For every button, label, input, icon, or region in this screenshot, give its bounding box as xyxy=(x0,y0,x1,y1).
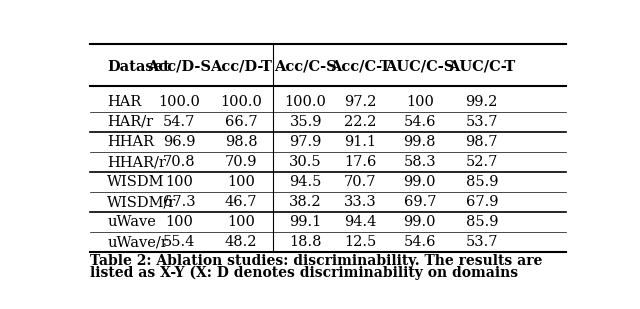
Text: 100: 100 xyxy=(165,175,193,189)
Text: 99.0: 99.0 xyxy=(403,215,436,229)
Text: AUC/C-S: AUC/C-S xyxy=(385,60,454,74)
Text: 85.9: 85.9 xyxy=(465,175,498,189)
Text: 35.9: 35.9 xyxy=(289,115,322,129)
Text: 48.2: 48.2 xyxy=(225,235,257,249)
Text: Acc/D-S: Acc/D-S xyxy=(147,60,211,74)
Text: 100.0: 100.0 xyxy=(285,95,326,109)
Text: HAR/r: HAR/r xyxy=(108,115,154,129)
Text: AUC/C-T: AUC/C-T xyxy=(448,60,515,74)
Text: 98.8: 98.8 xyxy=(225,135,257,149)
Text: 17.6: 17.6 xyxy=(344,155,376,169)
Text: 22.2: 22.2 xyxy=(344,115,376,129)
Text: 99.0: 99.0 xyxy=(403,175,436,189)
Text: 97.2: 97.2 xyxy=(344,95,376,109)
Text: HAR: HAR xyxy=(108,95,141,109)
Text: 67.9: 67.9 xyxy=(465,195,498,209)
Text: 70.9: 70.9 xyxy=(225,155,257,169)
Text: 53.7: 53.7 xyxy=(465,115,498,129)
Text: 97.9: 97.9 xyxy=(289,135,322,149)
Text: 99.2: 99.2 xyxy=(465,95,498,109)
Text: Table 2: Ablation studies: discriminability. The results are: Table 2: Ablation studies: discriminabil… xyxy=(90,254,542,268)
Text: 38.2: 38.2 xyxy=(289,195,322,209)
Text: HHAR/r: HHAR/r xyxy=(108,155,166,169)
Text: 54.6: 54.6 xyxy=(403,235,436,249)
Text: 69.7: 69.7 xyxy=(403,195,436,209)
Text: WISDM: WISDM xyxy=(108,175,164,189)
Text: 100: 100 xyxy=(227,215,255,229)
Text: HHAR: HHAR xyxy=(108,135,154,149)
Text: 54.7: 54.7 xyxy=(163,115,195,129)
Text: 100.0: 100.0 xyxy=(158,95,200,109)
Text: 54.6: 54.6 xyxy=(403,115,436,129)
Text: Acc/D-T: Acc/D-T xyxy=(211,60,272,74)
Text: 99.8: 99.8 xyxy=(403,135,436,149)
Text: 33.3: 33.3 xyxy=(344,195,376,209)
Text: 70.7: 70.7 xyxy=(344,175,376,189)
Text: 12.5: 12.5 xyxy=(344,235,376,249)
Text: listed as X-Y (X: D denotes discriminability on domains: listed as X-Y (X: D denotes discriminabi… xyxy=(90,265,518,280)
Text: 67.3: 67.3 xyxy=(163,195,195,209)
Text: 100.0: 100.0 xyxy=(220,95,262,109)
Text: 55.4: 55.4 xyxy=(163,235,195,249)
Text: 58.3: 58.3 xyxy=(403,155,436,169)
Text: WISDM/r: WISDM/r xyxy=(108,195,177,209)
Text: 46.7: 46.7 xyxy=(225,195,257,209)
Text: 100: 100 xyxy=(165,215,193,229)
Text: Acc/C-S: Acc/C-S xyxy=(275,60,337,74)
Text: 53.7: 53.7 xyxy=(465,235,498,249)
Text: 30.5: 30.5 xyxy=(289,155,322,169)
Text: 100: 100 xyxy=(227,175,255,189)
Text: Acc/C-T: Acc/C-T xyxy=(330,60,390,74)
Text: 94.4: 94.4 xyxy=(344,215,376,229)
Text: 18.8: 18.8 xyxy=(289,235,322,249)
Text: Dataset: Dataset xyxy=(108,60,170,74)
Text: 66.7: 66.7 xyxy=(225,115,257,129)
Text: 94.5: 94.5 xyxy=(289,175,322,189)
Text: 52.7: 52.7 xyxy=(465,155,498,169)
Text: 96.9: 96.9 xyxy=(163,135,195,149)
Text: 85.9: 85.9 xyxy=(465,215,498,229)
Text: uWave: uWave xyxy=(108,215,156,229)
Text: uWave/r: uWave/r xyxy=(108,235,168,249)
Text: 100: 100 xyxy=(406,95,434,109)
Text: 98.7: 98.7 xyxy=(465,135,498,149)
Text: 99.1: 99.1 xyxy=(289,215,322,229)
Text: 70.8: 70.8 xyxy=(163,155,195,169)
Text: 91.1: 91.1 xyxy=(344,135,376,149)
